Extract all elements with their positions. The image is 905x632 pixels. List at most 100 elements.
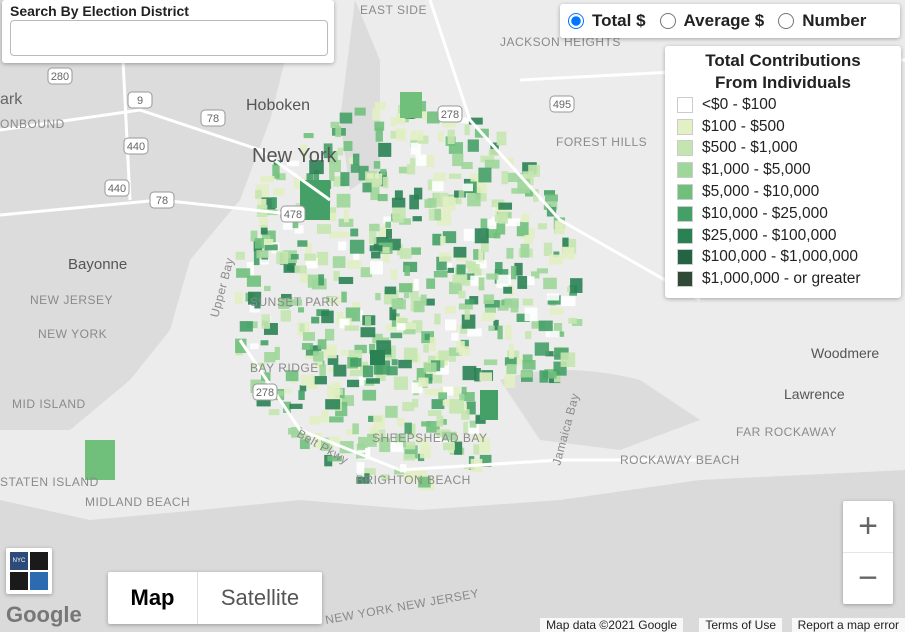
district-patch	[501, 171, 509, 185]
district-patch	[522, 359, 536, 370]
map-label: SHEEPSHEAD BAY	[372, 431, 487, 445]
district-patch	[328, 151, 338, 164]
district-patch	[418, 476, 431, 488]
district-patch	[478, 277, 485, 291]
radio[interactable]	[568, 13, 584, 29]
district-patch	[377, 194, 388, 202]
radio[interactable]	[778, 13, 795, 29]
district-patch	[413, 278, 419, 291]
district-patch	[486, 219, 497, 230]
district-patch	[286, 264, 294, 271]
district-patch	[539, 370, 549, 383]
district-patch	[380, 168, 387, 176]
district-patch	[259, 218, 268, 228]
district-patch	[411, 382, 423, 394]
map-label: ONBOUND	[0, 117, 65, 131]
district-patch	[235, 291, 243, 304]
district-patch	[255, 190, 262, 199]
district-patch	[329, 231, 339, 239]
zoom-in[interactable]: +	[843, 501, 893, 553]
map-label: MIDLAND BEACH	[85, 495, 190, 509]
district-patch	[495, 262, 503, 275]
legend-label: $500 - $1,000	[702, 139, 798, 157]
district-patch	[400, 92, 422, 118]
district-patch	[260, 259, 269, 265]
district-patch	[352, 153, 360, 165]
district-patch	[440, 236, 446, 246]
district-patch	[425, 154, 435, 167]
district-patch	[272, 188, 285, 196]
district-patch	[432, 180, 444, 192]
district-patch	[320, 437, 330, 451]
district-patch	[256, 395, 271, 407]
district-patch	[553, 323, 563, 335]
metric-option[interactable]: Average $	[659, 11, 765, 31]
nyc-badge[interactable]: NYC	[6, 548, 52, 594]
district-patch	[339, 112, 353, 124]
district-patch	[572, 318, 583, 326]
district-patch	[399, 248, 412, 259]
radio-label: Average $	[683, 11, 765, 30]
water	[0, 0, 300, 430]
district-patch	[493, 319, 499, 331]
map-label: FAR ROCKAWAY	[736, 425, 837, 439]
district-patch	[458, 290, 466, 299]
district-patch	[369, 223, 380, 232]
district-patch	[249, 304, 260, 313]
district-patch	[362, 182, 372, 193]
district-patch	[302, 332, 316, 341]
district-patch	[461, 386, 467, 396]
district-patch	[428, 389, 440, 396]
district-patch	[478, 167, 492, 183]
district-patch	[382, 247, 390, 254]
district-patch	[246, 262, 255, 277]
district-patch	[386, 366, 398, 376]
district-patch	[458, 303, 473, 310]
metric-option[interactable]: Number	[778, 11, 866, 31]
district-patch	[333, 364, 347, 377]
district-patch	[391, 298, 403, 308]
route-shield-label: 9	[137, 95, 143, 107]
district-patch	[421, 421, 431, 427]
legend-swatch	[677, 205, 693, 222]
district-patch	[465, 423, 480, 434]
district-patch	[433, 172, 447, 182]
terms-link[interactable]: Terms of Use	[699, 618, 782, 632]
map-label: ark	[0, 91, 23, 108]
district-patch	[459, 393, 465, 401]
radio[interactable]	[659, 13, 676, 29]
district-patch	[434, 208, 442, 221]
metric-option[interactable]: Total $	[568, 11, 646, 31]
district-patch	[374, 121, 385, 131]
district-patch	[378, 142, 392, 157]
district-patch	[260, 224, 268, 235]
search-input[interactable]	[10, 20, 328, 56]
district-patch	[531, 320, 546, 329]
district-patch	[357, 310, 363, 321]
district-patch	[274, 346, 280, 361]
district-patch	[554, 373, 561, 383]
district-patch	[509, 343, 515, 359]
district-patch	[235, 338, 247, 354]
district-patch	[423, 362, 437, 373]
district-patch	[438, 350, 449, 361]
district-patch	[261, 235, 271, 243]
route-shield	[437, 105, 463, 123]
district-patch	[323, 344, 337, 359]
map-type-button[interactable]: Map	[108, 572, 198, 624]
district-patch	[439, 252, 451, 262]
district-patch	[443, 263, 453, 272]
district-patch	[384, 286, 397, 295]
district-patch	[390, 117, 396, 127]
district-patch	[393, 376, 408, 390]
map-label: FOREST HILLS	[556, 135, 647, 149]
map-type-button[interactable]: Satellite	[220, 585, 300, 610]
district-patch	[396, 113, 406, 125]
zoom-out[interactable]: −	[858, 559, 878, 597]
district-patch	[309, 345, 322, 351]
district-patch	[367, 433, 377, 447]
report-link[interactable]: Report a map error	[791, 618, 905, 632]
district-patch	[332, 256, 346, 268]
route-shield-label: 440	[127, 141, 145, 153]
district-patch	[313, 376, 327, 385]
